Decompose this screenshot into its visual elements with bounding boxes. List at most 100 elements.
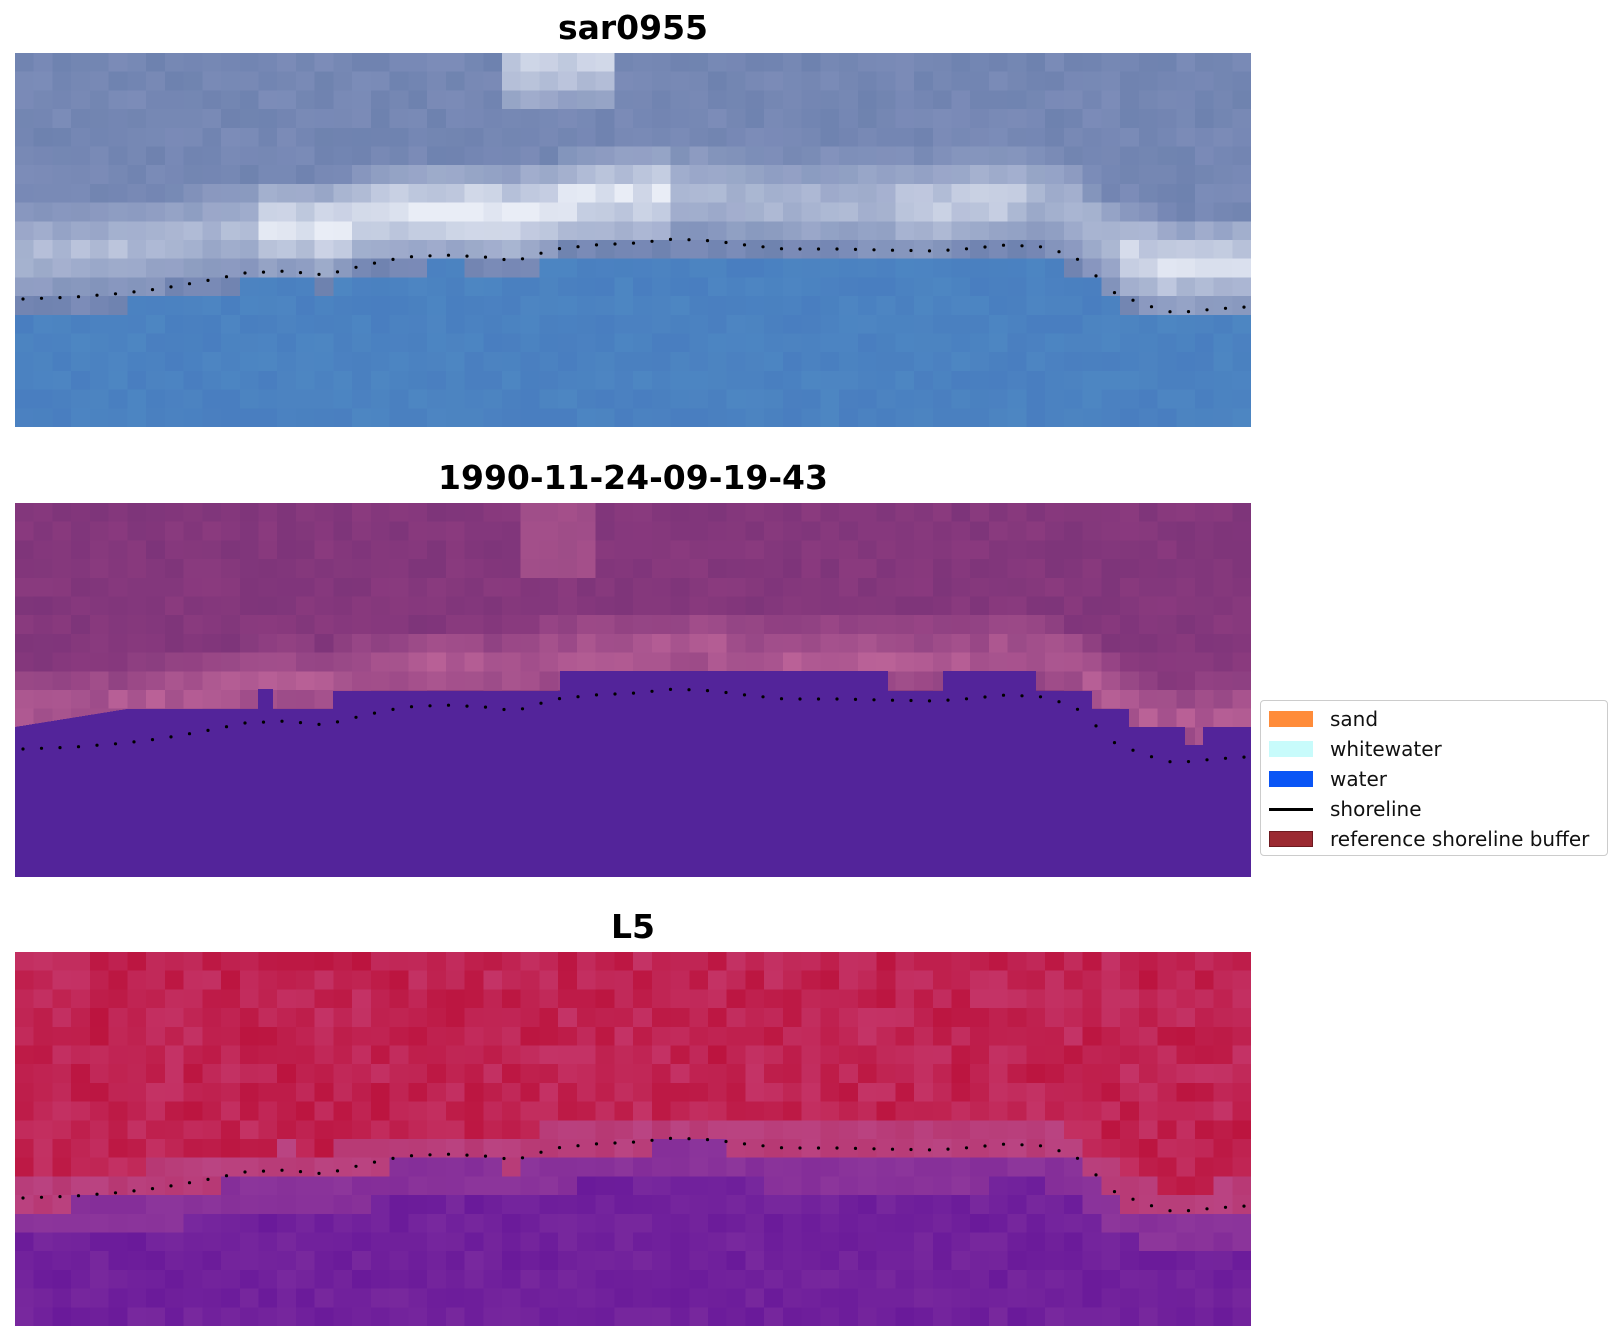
- legend-label-sand: sand: [1330, 707, 1379, 731]
- shoreline-point: [76, 1194, 81, 1198]
- shoreline-point: [21, 747, 25, 751]
- panel-title-classified: 1990-11-24-09-19-43: [438, 458, 828, 497]
- shoreline-point: [835, 697, 839, 701]
- shoreline-point: [1149, 1204, 1154, 1208]
- legend-item-reference-buffer: reference shoreline buffer: [1269, 827, 1589, 851]
- legend-label-whitewater: whitewater: [1330, 737, 1442, 761]
- legend-item-whitewater: whitewater: [1269, 737, 1442, 761]
- shoreline-point: [816, 247, 821, 251]
- shoreline-classified: [21, 687, 1246, 764]
- shoreline-point: [613, 1141, 617, 1145]
- legend-swatch-shoreline: [1269, 807, 1313, 811]
- panel-title-index: L5: [611, 907, 655, 946]
- index-image: [15, 952, 1251, 1326]
- shoreline-point: [243, 1170, 247, 1174]
- shoreline-point: [761, 1144, 765, 1148]
- shoreline-point: [409, 255, 414, 259]
- shoreline-rgb: [21, 237, 1246, 314]
- shoreline-point: [354, 1164, 358, 1168]
- shoreline-point: [206, 1177, 210, 1181]
- shoreline-point: [169, 285, 173, 289]
- shoreline-point: [705, 1138, 710, 1142]
- rgb-image: [15, 53, 1251, 427]
- shoreline-point: [1001, 243, 1006, 247]
- shoreline-point: [354, 715, 358, 719]
- shoreline-point: [187, 282, 192, 286]
- shoreline-point: [187, 1181, 192, 1185]
- panel-title-rgb: sar0955: [557, 8, 709, 47]
- shoreline-point: [613, 692, 617, 696]
- shoreline-point: [113, 292, 118, 296]
- shoreline-point: [872, 698, 876, 702]
- shoreline-point: [631, 241, 636, 245]
- shoreline-point: [761, 695, 765, 699]
- shoreline-point: [539, 701, 543, 705]
- shoreline-point: [150, 1187, 155, 1191]
- shoreline-point: [1223, 756, 1228, 760]
- image-panel-index: [15, 952, 1251, 1326]
- shoreline-point: [298, 721, 303, 725]
- shoreline-point: [1186, 760, 1191, 764]
- index-pixels: [15, 952, 1251, 1326]
- shoreline-point: [113, 1191, 118, 1195]
- shoreline-point: [1038, 245, 1043, 249]
- shoreline-point: [1001, 693, 1006, 697]
- shoreline-point: [243, 271, 247, 275]
- shoreline-point: [1186, 310, 1191, 314]
- shoreline-point: [909, 1147, 913, 1152]
- shoreline-point: [206, 728, 210, 732]
- shoreline-point: [1020, 244, 1024, 248]
- shoreline-point: [335, 270, 340, 274]
- shoreline-point: [298, 271, 303, 275]
- shoreline-point: [261, 1169, 266, 1173]
- shoreline-point: [1094, 1173, 1098, 1177]
- shoreline-point: [58, 746, 62, 750]
- shoreline-point: [169, 735, 173, 739]
- shoreline-point: [150, 738, 155, 742]
- shoreline-point: [1168, 760, 1172, 764]
- water-class-region: [15, 671, 1251, 877]
- shoreline-point: [1094, 724, 1098, 728]
- legend: sand whitewater water shoreline referenc…: [1260, 700, 1608, 856]
- shoreline-point: [853, 247, 858, 251]
- shoreline-point: [335, 1169, 340, 1173]
- shoreline-point: [798, 1146, 802, 1150]
- shoreline-point: [650, 239, 654, 243]
- shoreline-point: [539, 251, 543, 255]
- shoreline-point: [409, 1154, 414, 1158]
- shoreline-point: [1168, 1209, 1172, 1213]
- shoreline-point: [1186, 1209, 1191, 1213]
- shoreline-point: [1057, 1149, 1061, 1153]
- shoreline-point: [964, 1146, 969, 1150]
- shoreline-point: [816, 1146, 821, 1150]
- shoreline-point: [1038, 695, 1043, 699]
- shoreline-point: [539, 1150, 543, 1154]
- shoreline-point: [1149, 755, 1154, 759]
- shoreline-point: [95, 743, 99, 747]
- shoreline-point: [354, 265, 358, 269]
- shoreline-point: [1094, 274, 1098, 278]
- shoreline-point: [465, 1153, 469, 1157]
- shoreline-point: [465, 704, 469, 708]
- legend-item-water: water: [1269, 767, 1387, 791]
- shoreline-point: [1075, 257, 1080, 261]
- shoreline-point: [76, 745, 81, 749]
- shoreline-point: [465, 254, 469, 258]
- legend-swatch-reference-buffer: [1269, 831, 1313, 847]
- shoreline-point: [1149, 305, 1154, 309]
- shoreline-point: [21, 1196, 25, 1200]
- classified-image: [15, 503, 1251, 877]
- shoreline-point: [983, 1144, 987, 1148]
- shoreline-point: [58, 1195, 62, 1199]
- shoreline-point: [428, 254, 432, 258]
- shoreline-point: [1075, 707, 1080, 711]
- shoreline-point: [21, 297, 25, 301]
- shoreline-point: [1131, 1197, 1135, 1201]
- shoreline-point: [224, 725, 229, 729]
- shoreline-point: [946, 1147, 950, 1151]
- shoreline-point: [483, 705, 488, 709]
- shoreline-point: [779, 247, 784, 251]
- shoreline-point: [724, 240, 728, 245]
- shoreline-index: [21, 1136, 1246, 1213]
- shoreline-point: [1205, 758, 1209, 762]
